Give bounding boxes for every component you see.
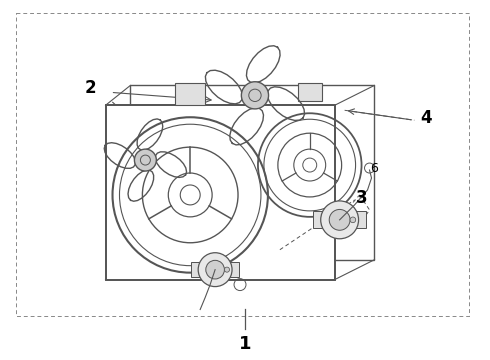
Bar <box>192 262 239 277</box>
Bar <box>16 13 469 316</box>
Bar <box>105 105 335 280</box>
Circle shape <box>321 201 359 239</box>
Circle shape <box>206 260 224 279</box>
Text: 3: 3 <box>356 189 368 207</box>
Bar <box>130 85 374 260</box>
Bar <box>313 211 366 228</box>
Circle shape <box>134 149 156 171</box>
Circle shape <box>198 253 232 287</box>
Bar <box>175 84 205 105</box>
Circle shape <box>329 210 350 230</box>
Text: 1: 1 <box>239 336 251 354</box>
Text: 6: 6 <box>370 162 378 175</box>
Circle shape <box>350 217 356 223</box>
Bar <box>105 105 335 280</box>
Text: 2: 2 <box>85 79 97 97</box>
Text: 4: 4 <box>420 109 432 127</box>
Circle shape <box>224 267 229 272</box>
Circle shape <box>242 82 269 109</box>
Bar <box>298 84 322 101</box>
